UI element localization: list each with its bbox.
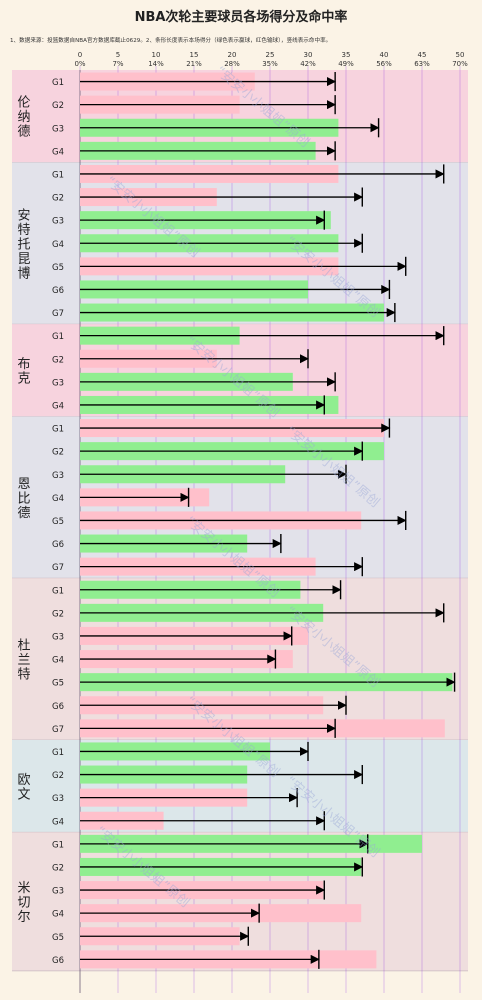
game-label: G7 — [52, 725, 64, 735]
x-tick-pct: 56% — [376, 60, 392, 68]
game-label: G3 — [52, 887, 64, 897]
x-tick-points: 10 — [152, 51, 161, 59]
player-group-bg — [12, 832, 468, 971]
game-label: G3 — [52, 124, 64, 134]
player-name: 托 — [17, 237, 30, 252]
player-name: 伦 — [17, 96, 30, 111]
game-label: G1 — [52, 425, 64, 435]
player-name: 布 — [17, 357, 30, 372]
game-label: G2 — [52, 771, 64, 781]
game-label: G2 — [52, 101, 64, 111]
player-name: 克 — [17, 372, 30, 387]
x-tick-points: 25 — [266, 51, 275, 59]
game-label: G7 — [52, 309, 64, 319]
x-tick-points: 15 — [190, 51, 199, 59]
game-label: G3 — [52, 794, 64, 804]
game-label: G3 — [52, 632, 64, 642]
x-tick-pct: 35% — [262, 60, 278, 68]
x-tick-pct: 7% — [112, 60, 123, 68]
x-tick-points: 30 — [304, 51, 313, 59]
game-label: G6 — [52, 286, 64, 296]
player-name: 昆 — [17, 252, 30, 267]
x-tick-pct: 63% — [414, 60, 430, 68]
player-name: 纳 — [17, 110, 30, 125]
game-label: G3 — [52, 217, 64, 227]
x-tick-points: 40 — [380, 51, 389, 59]
game-label: G4 — [52, 910, 64, 920]
game-label: G4 — [52, 656, 64, 666]
game-label: G4 — [52, 817, 64, 827]
x-tick-pct: 42% — [300, 60, 316, 68]
game-label: G1 — [52, 170, 64, 180]
game-label: G4 — [52, 494, 64, 504]
game-label: G5 — [52, 517, 64, 527]
game-label: G6 — [52, 540, 64, 550]
x-tick-pct: 49% — [338, 60, 354, 68]
player-name: 欧 — [17, 773, 30, 788]
chart-title: NBA次轮主要球员各场得分及命中率 — [134, 10, 348, 25]
player-name: 比 — [17, 491, 30, 506]
player-name: 米 — [17, 881, 30, 896]
game-label: G5 — [52, 933, 64, 943]
x-tick-pct: 0% — [74, 60, 85, 68]
game-label: G6 — [52, 956, 64, 966]
game-label: G1 — [52, 748, 64, 758]
game-label: G1 — [52, 78, 64, 88]
x-tick-pct: 70% — [452, 60, 468, 68]
x-tick-pct: 21% — [186, 60, 202, 68]
game-label: G3 — [52, 471, 64, 481]
player-name: 博 — [17, 266, 30, 281]
game-label: G1 — [52, 332, 64, 342]
game-label: G2 — [52, 863, 64, 873]
x-tick-points: 5 — [116, 51, 120, 59]
player-name: 德 — [17, 506, 30, 521]
game-label: G4 — [52, 401, 64, 411]
player-name: 文 — [17, 787, 30, 802]
player-name: 特 — [17, 668, 30, 683]
x-tick-points: 35 — [342, 51, 351, 59]
x-tick-points: 45 — [418, 51, 427, 59]
game-label: G1 — [52, 840, 64, 850]
game-label: G4 — [52, 147, 64, 157]
game-label: G5 — [52, 679, 64, 689]
x-tick-points: 20 — [228, 51, 237, 59]
x-tick-points: 50 — [456, 51, 465, 59]
game-label: G1 — [52, 586, 64, 596]
game-label: G3 — [52, 378, 64, 388]
game-label: G2 — [52, 609, 64, 619]
player-name: 特 — [17, 223, 30, 238]
x-tick-points: 0 — [78, 51, 82, 59]
game-label: G5 — [52, 263, 64, 273]
x-tick-pct: 28% — [224, 60, 240, 68]
game-label: G4 — [52, 240, 64, 250]
game-label: G2 — [52, 355, 64, 365]
player-name: 安 — [17, 208, 30, 223]
game-label: G2 — [52, 448, 64, 458]
player-name: 尔 — [17, 910, 30, 925]
player-name: 杜 — [17, 639, 30, 654]
player-name: 恩 — [17, 477, 30, 492]
game-label: G7 — [52, 563, 64, 573]
game-label: G6 — [52, 702, 64, 712]
game-label: G2 — [52, 194, 64, 204]
player-name: 切 — [17, 896, 30, 911]
x-tick-pct: 14% — [148, 60, 164, 68]
player-name: 德 — [17, 125, 30, 140]
player-name: 兰 — [17, 653, 30, 668]
chart-note: 1、数据来源：投篮数据自NBA官方数据库截止0629。2、条形长度表示本场得分（… — [10, 38, 332, 44]
